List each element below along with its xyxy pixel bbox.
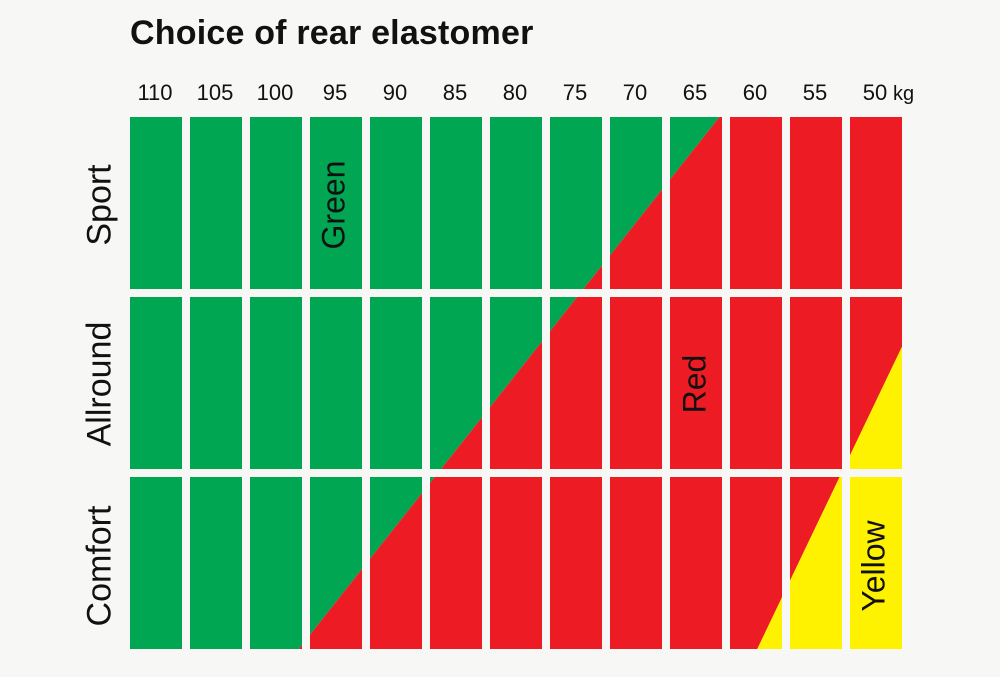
zone-label-red: Red (676, 355, 712, 414)
weight-label-110: 110 (137, 80, 173, 105)
weight-unit-label: kg (893, 83, 915, 105)
weight-label-55: 55 (802, 80, 828, 105)
zone-yellow (752, 330, 902, 649)
weight-label-75: 75 (562, 80, 588, 105)
weight-label-95: 95 (322, 80, 348, 105)
weight-label-80: 80 (502, 80, 528, 105)
chart-title: Choice of rear elastomer (130, 14, 534, 52)
weight-label-85: 85 (442, 80, 468, 105)
weight-label-50: 50 (862, 80, 888, 105)
weight-label-60: 60 (742, 80, 768, 105)
weight-label-70: 70 (622, 80, 648, 105)
zone-label-yellow: Yellow (855, 519, 891, 611)
zone-red (290, 117, 902, 649)
weight-label-90: 90 (382, 80, 408, 105)
weight-label-65: 65 (682, 80, 708, 105)
weight-label-100: 100 (256, 80, 294, 105)
zone-fills (130, 117, 902, 649)
weight-label-105: 105 (196, 80, 234, 105)
zone-label-green: Green (315, 161, 351, 250)
